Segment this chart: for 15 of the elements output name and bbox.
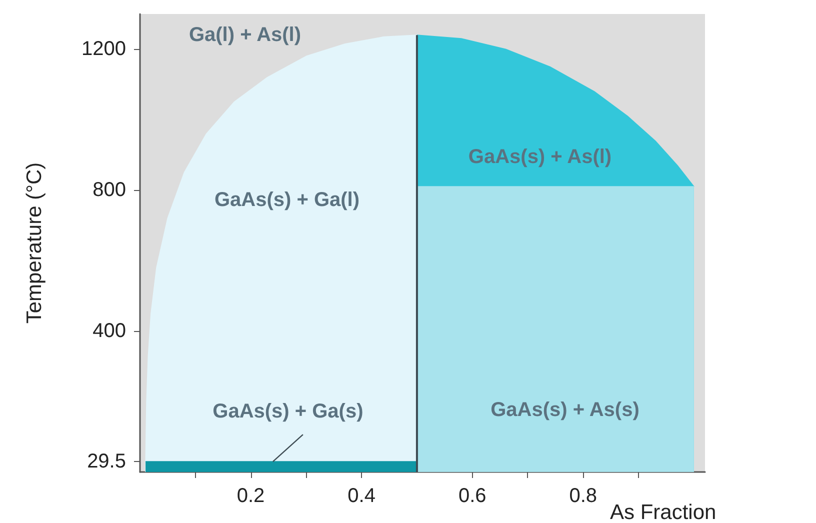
- annotation: GaAs(s) + Ga(s): [212, 400, 364, 423]
- y-tick-label: 800: [92, 179, 126, 202]
- y-tick-label: 400: [92, 320, 126, 342]
- x-tick-label: 0.2: [236, 485, 265, 507]
- annotation: GaAs(s) + Ga(l): [214, 189, 360, 211]
- x-tick-label: 0.4: [348, 485, 376, 507]
- y-axis-title: Temperature (°C): [23, 162, 46, 324]
- x-tick-label: 0.6: [458, 485, 486, 507]
- annotation: GaAs(s) + As(l): [468, 146, 612, 168]
- annotation: GaAs(s) + As(s): [490, 399, 640, 421]
- x-axis-title: As Fraction: [610, 501, 716, 523]
- annotation: Ga(l) + As(l): [188, 24, 302, 46]
- y-tick-label: 29.5: [87, 450, 126, 473]
- x-tick-label: 0.8: [569, 485, 598, 507]
- y-tick-label: 1200: [82, 38, 126, 60]
